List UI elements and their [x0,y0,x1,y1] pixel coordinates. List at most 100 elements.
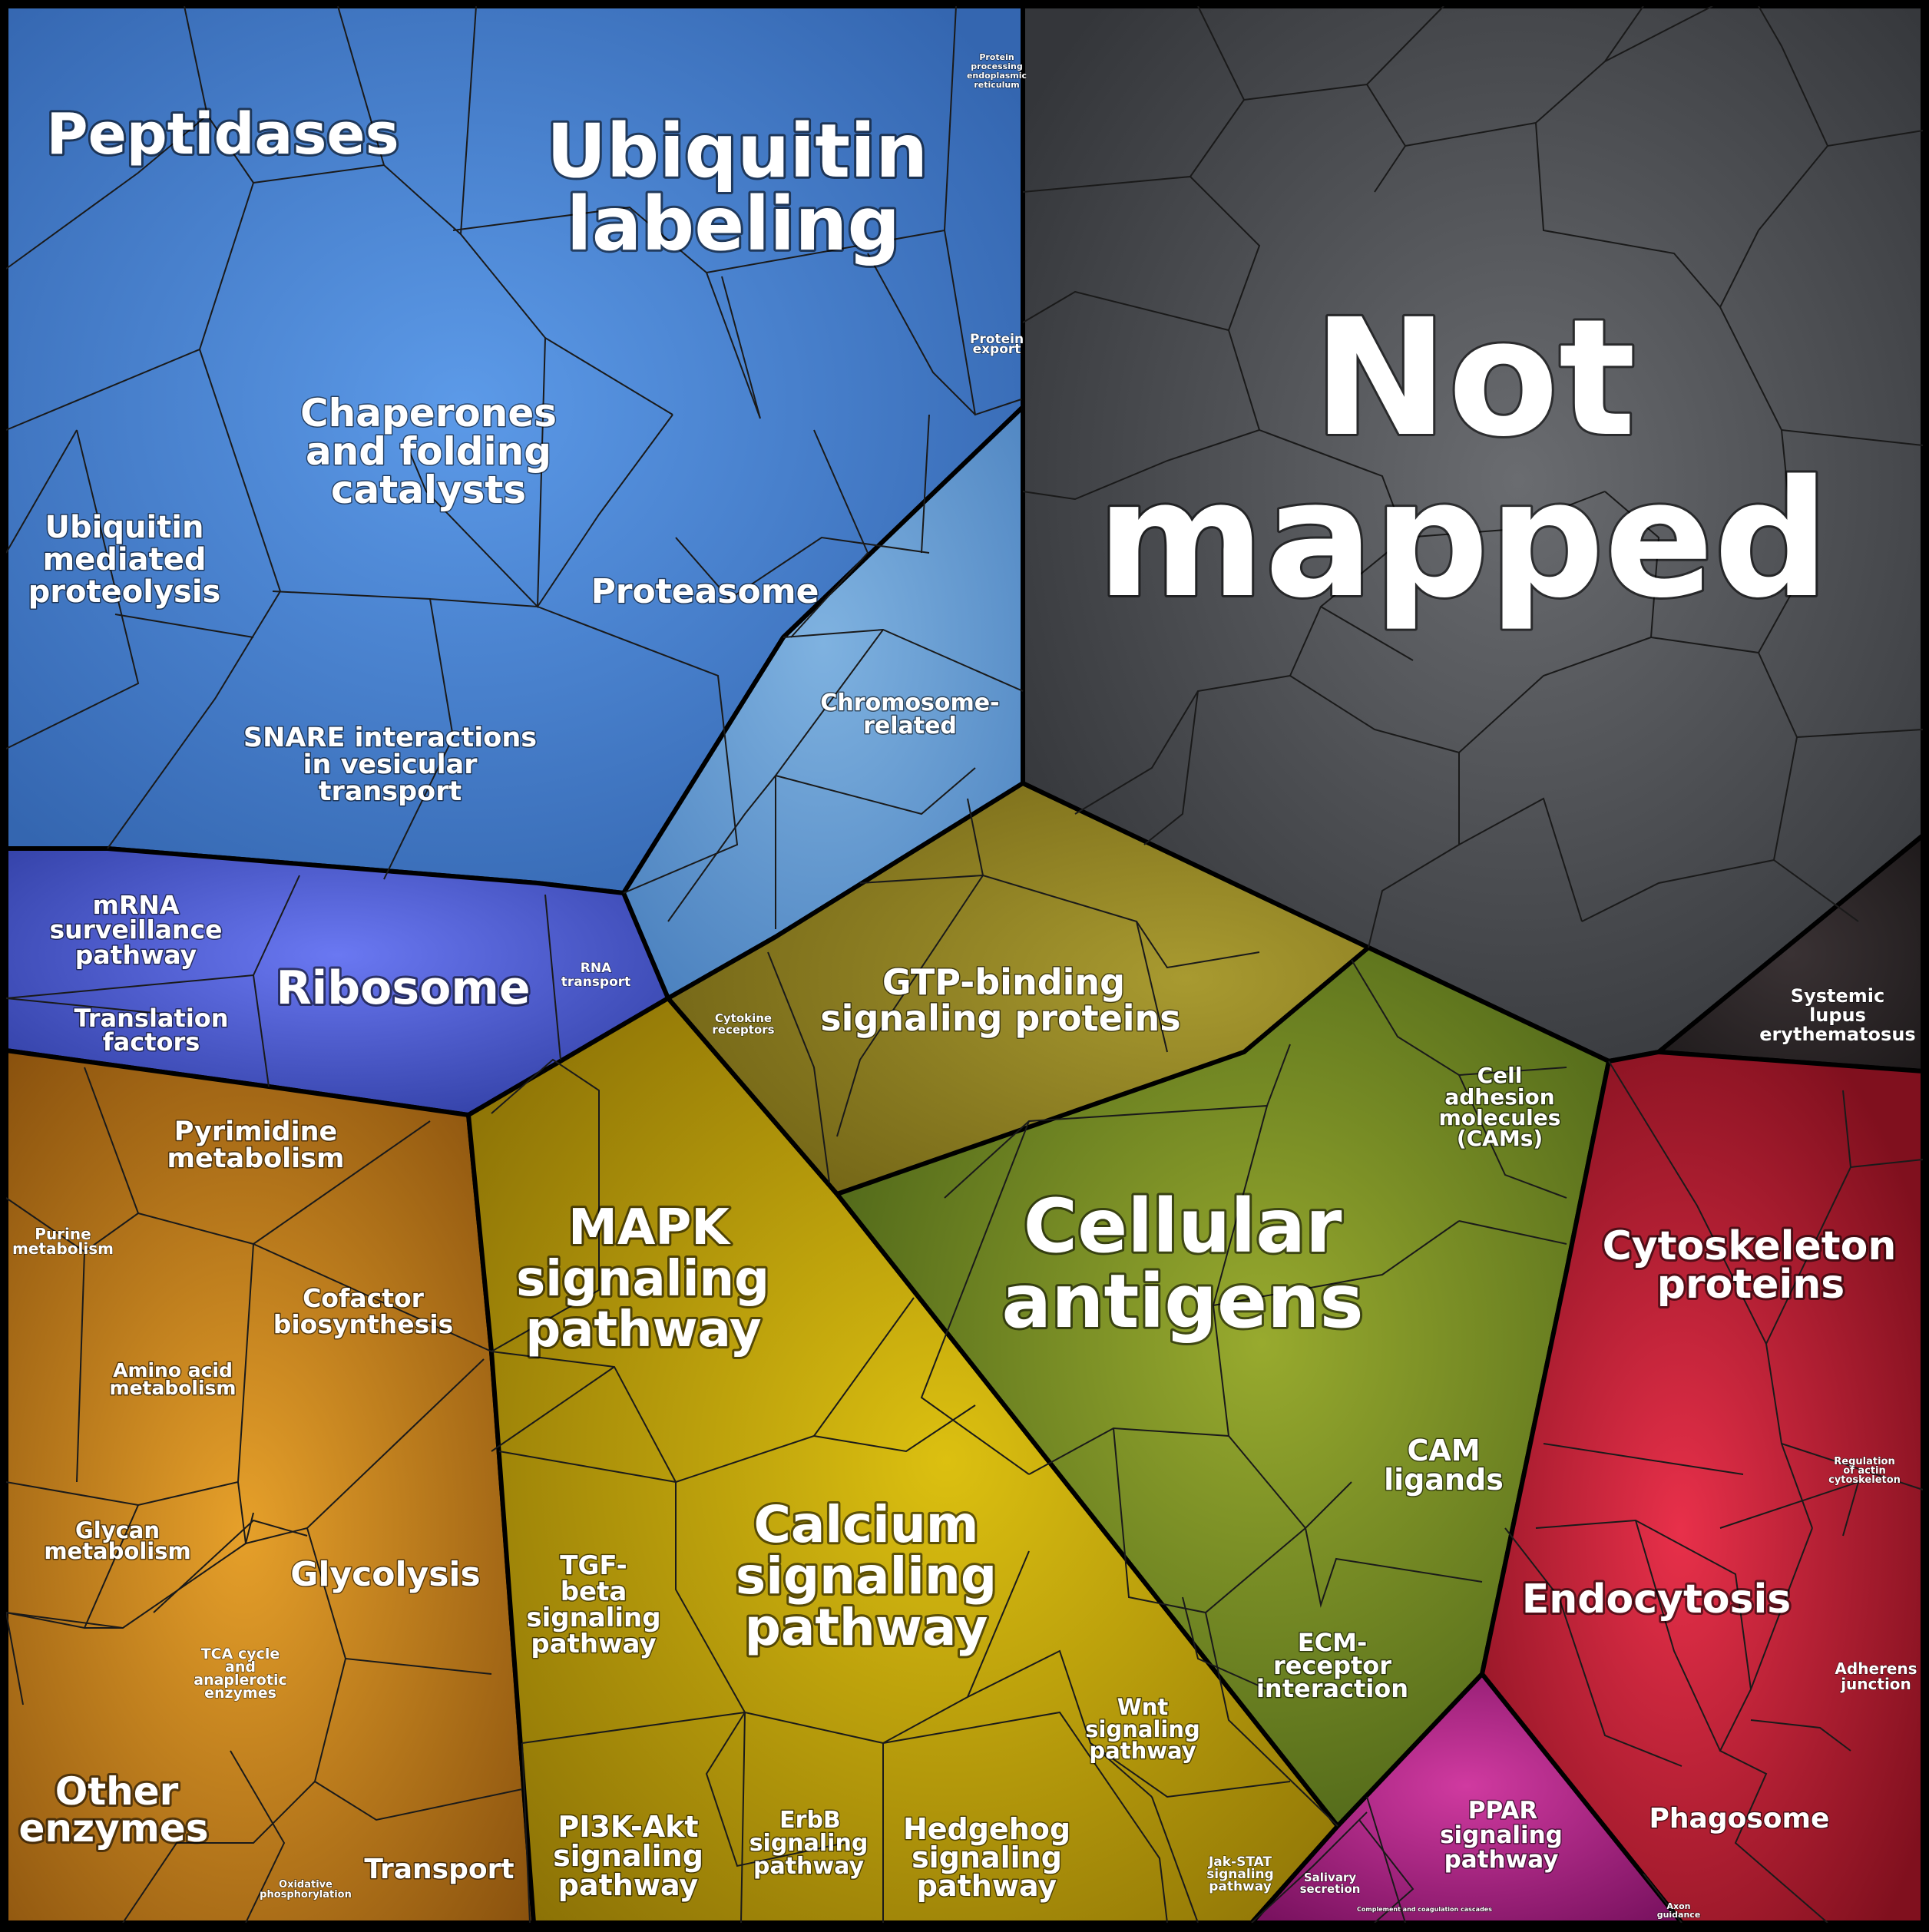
label-wnt-1: Wnt [1117,1694,1169,1720]
label-protein-export-2: export [973,342,1021,357]
label-ecm-3: interaction [1256,1674,1408,1703]
label-systemic-2: lupus [1809,1004,1866,1026]
label-adherens-1: Adherens [1835,1659,1917,1678]
label-jak-1: Jak-STAT [1208,1854,1272,1870]
label-peptidases: Peptidases [46,101,399,167]
label-jak-3: pathway [1209,1879,1272,1894]
label-protein-processing-5: reticulum [974,80,1019,90]
label-protein-processing-2: processing [971,61,1022,71]
label-ecm-2: receptor [1273,1651,1391,1680]
label-ppar-3: pathway [1444,1846,1559,1874]
label-mrna-2: surveillance [50,915,223,944]
label-mapk-1: MAPK [568,1199,731,1256]
label-glycan-1: Glycan [75,1517,160,1543]
label-other-1: Other [55,1769,179,1814]
label-cytoskeleton-2: proteins [1657,1262,1845,1308]
label-ubiq-med-2: mediated [42,542,206,577]
label-ubiquitin-labeling-2: labeling [567,181,900,267]
label-ppar-1: PPAR [1468,1797,1538,1824]
label-cellular-1: Cellular [1024,1183,1342,1269]
label-tgf-4: pathway [531,1629,656,1659]
label-cytokine-1: Cytokine [715,1011,772,1025]
label-glycan-2: metabolism [44,1538,190,1564]
label-tca-2: and [225,1659,256,1676]
label-proteasome: Proteasome [591,572,819,611]
label-cofactor-1: Cofactor [303,1283,425,1313]
label-jak-2: signaling [1206,1867,1274,1882]
label-cytokine-2: receptors [712,1023,774,1037]
label-axon-1: Axon [1667,1901,1691,1911]
label-reg-actin-1: Regulation [1834,1456,1894,1467]
label-gtp-1: GTP-binding [882,961,1125,1003]
label-chaperones-1: Chaperones [300,391,557,435]
label-purine-1: Purine [35,1225,91,1243]
label-tca-4: enzymes [204,1685,276,1702]
label-hedgehog-1: Hedgehog [903,1812,1070,1846]
label-wnt-3: pathway [1089,1738,1196,1764]
label-cam-ligands-1: CAM [1407,1434,1480,1467]
label-protein-export-1: Protein [970,332,1024,347]
label-axon-2: guidance [1657,1910,1701,1920]
label-pi3k-2: signaling [553,1839,703,1873]
label-cell-adhesion-1: Cell [1477,1063,1523,1088]
label-ubiq-med-3: proteolysis [28,574,221,610]
label-mapk-2: signaling [516,1251,769,1308]
label-mapk-3: pathway [525,1302,761,1358]
label-pyrimidine-1: Pyrimidine [174,1117,338,1147]
label-salivary-1: Salivary [1304,1871,1357,1884]
label-hedgehog-2: signaling [912,1841,1062,1874]
label-not-mapped-1: Not [1313,284,1636,472]
label-oxidative-2: phosphorylation [260,1889,352,1901]
label-calcium-1: Calcium [753,1495,978,1554]
label-gtp-2: signaling proteins [820,997,1180,1039]
label-ecm-1: ECM- [1298,1628,1367,1657]
label-other-2: enzymes [19,1806,209,1851]
label-ubiquitin-labeling-1: Ubiquitin [547,108,928,194]
label-snare-3: transport [319,776,462,807]
label-tgf-3: signaling [526,1603,660,1633]
labels: Peptidases Ubiquitin labeling Protein pr… [12,51,1917,1920]
label-glycolysis: Glycolysis [290,1555,480,1594]
label-not-mapped-2: mapped [1097,445,1829,634]
label-tgf-2: beta [561,1576,627,1607]
label-pi3k-3: pathway [558,1868,699,1902]
label-purine-2: metabolism [12,1239,114,1258]
label-wnt-2: signaling [1085,1716,1199,1742]
label-adherens-2: junction [1840,1675,1911,1693]
label-cell-adhesion-2: adhesion [1444,1084,1554,1110]
label-protein-processing-4: endoplasmic [967,71,1027,81]
label-reg-actin-2: of actin [1843,1465,1886,1477]
label-chaperones-3: catalysts [331,468,526,512]
label-translation-2: factors [103,1027,200,1057]
label-ppar-2: signaling [1440,1821,1563,1849]
label-amino-1: Amino acid [113,1359,233,1381]
label-systemic-3: erythematosus [1759,1024,1915,1045]
label-mrna-1: mRNA [93,890,180,920]
label-rna-transport-1: RNA [581,961,612,976]
label-endocytosis: Endocytosis [1522,1576,1792,1623]
label-rna-transport-2: transport [561,974,631,990]
label-snare-1: SNARE interactions [243,723,537,753]
label-calcium-2: signaling [736,1547,997,1606]
label-translation-1: Translation [74,1004,228,1033]
label-cell-adhesion-3: molecules [1439,1105,1561,1130]
label-erbb-3: pathway [753,1853,864,1880]
label-pi3k-1: PI3K-Akt [558,1810,698,1844]
label-salivary-2: secretion [1300,1882,1361,1896]
label-ubiq-med-1: Ubiquitin [45,510,204,545]
label-tgf-1: TGF- [560,1550,627,1581]
label-oxidative-1: Oxidative [279,1879,333,1891]
label-cytoskeleton-1: Cytoskeleton [1603,1223,1897,1269]
label-phagosome: Phagosome [1649,1803,1830,1834]
label-tca-1: TCA cycle [201,1646,280,1662]
label-systemic-1: Systemic [1791,985,1884,1007]
label-chromosome-2: related [863,713,957,739]
label-tca-3: anaplerotic [194,1672,286,1689]
subcell-lines [5,5,1924,1924]
label-reg-actin-3: cytoskeleton [1828,1474,1901,1486]
label-protein-processing-1: Protein [979,52,1014,62]
label-amino-2: metabolism [110,1377,237,1399]
label-cellular-2: antigens [1001,1259,1363,1345]
label-cofactor-2: biosynthesis [273,1309,454,1339]
